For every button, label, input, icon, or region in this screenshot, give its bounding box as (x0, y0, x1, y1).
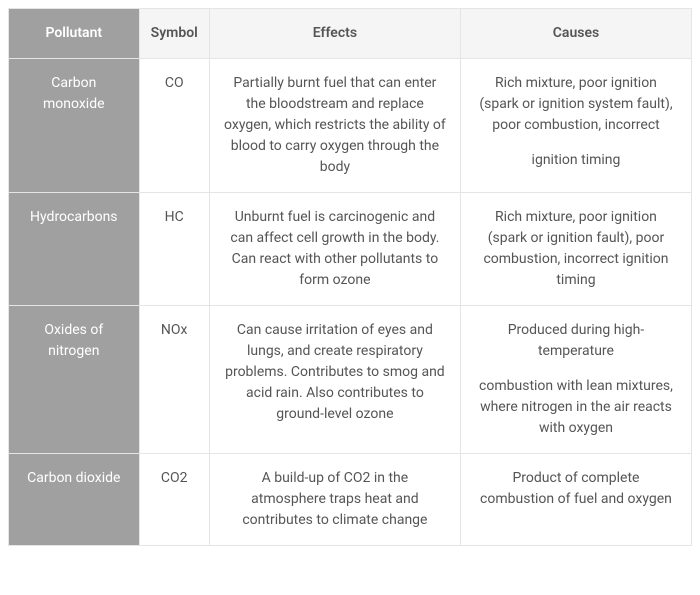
cell-effects: A build-up of CO2 in the atmosphere trap… (209, 454, 460, 546)
cell-causes: Rich mixture, poor ignition (spark or ig… (460, 193, 691, 306)
cell-effects: Partially burnt fuel that can enter the … (209, 59, 460, 193)
cell-pollutant: Carbon dioxide (9, 454, 140, 546)
cell-causes: Rich mixture, poor ignition (spark or ig… (460, 59, 691, 193)
table-row: HydrocarbonsHCUnburnt fuel is carcinogen… (9, 193, 692, 306)
effects-paragraph: Can cause irritation of eyes and lungs, … (224, 320, 446, 425)
causes-paragraph: Product of complete combustion of fuel a… (475, 468, 677, 510)
cell-symbol: HC (139, 193, 209, 306)
cell-symbol: NOx (139, 306, 209, 454)
causes-paragraph: combustion with lean mixtures, where nit… (475, 376, 677, 439)
pollutants-table: Pollutant Symbol Effects Causes Carbon m… (8, 8, 692, 546)
table-row: Oxides of nitrogenNOxCan cause irritatio… (9, 306, 692, 454)
cell-pollutant: Hydrocarbons (9, 193, 140, 306)
header-symbol: Symbol (139, 9, 209, 59)
table-row: Carbon dioxideCO2A build-up of CO2 in th… (9, 454, 692, 546)
table-body: Carbon monoxideCOPartially burnt fuel th… (9, 59, 692, 546)
cell-symbol: CO2 (139, 454, 209, 546)
causes-paragraph: ignition timing (475, 150, 677, 171)
cell-effects: Can cause irritation of eyes and lungs, … (209, 306, 460, 454)
header-causes: Causes (460, 9, 691, 59)
cell-pollutant: Oxides of nitrogen (9, 306, 140, 454)
causes-paragraph: Produced during high-temperature (475, 320, 677, 362)
cell-symbol: CO (139, 59, 209, 193)
effects-paragraph: Unburnt fuel is carcinogenic and can aff… (224, 207, 446, 291)
header-effects: Effects (209, 9, 460, 59)
cell-causes: Product of complete combustion of fuel a… (460, 454, 691, 546)
effects-paragraph: Partially burnt fuel that can enter the … (224, 73, 446, 178)
causes-paragraph: Rich mixture, poor ignition (spark or ig… (475, 207, 677, 291)
table-row: Carbon monoxideCOPartially burnt fuel th… (9, 59, 692, 193)
cell-effects: Unburnt fuel is carcinogenic and can aff… (209, 193, 460, 306)
table-header-row: Pollutant Symbol Effects Causes (9, 9, 692, 59)
header-pollutant: Pollutant (9, 9, 140, 59)
cell-pollutant: Carbon monoxide (9, 59, 140, 193)
causes-paragraph: Rich mixture, poor ignition (spark or ig… (475, 73, 677, 136)
effects-paragraph: A build-up of CO2 in the atmosphere trap… (224, 468, 446, 531)
cell-causes: Produced during high-temperature combusti… (460, 306, 691, 454)
